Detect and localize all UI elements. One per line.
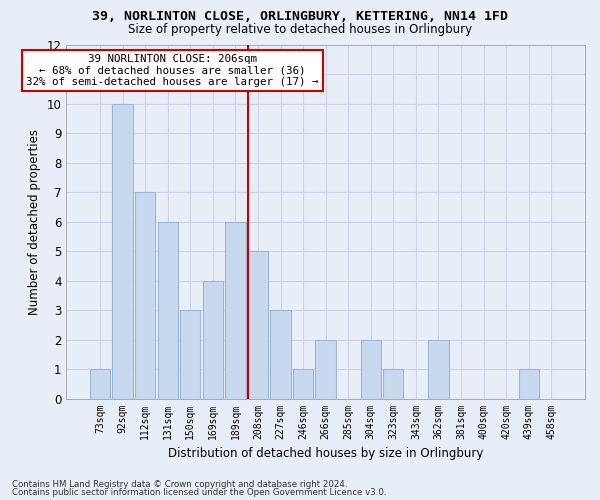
Bar: [248, 251, 268, 398]
X-axis label: Distribution of detached houses by size in Orlingbury: Distribution of detached houses by size …: [168, 447, 484, 460]
Bar: [135, 192, 155, 398]
Bar: [316, 340, 336, 398]
Bar: [361, 340, 381, 398]
Text: Size of property relative to detached houses in Orlingbury: Size of property relative to detached ho…: [128, 22, 472, 36]
Bar: [293, 369, 313, 398]
Bar: [271, 310, 290, 398]
Text: Contains HM Land Registry data © Crown copyright and database right 2024.: Contains HM Land Registry data © Crown c…: [12, 480, 347, 489]
Bar: [180, 310, 200, 398]
Text: Contains public sector information licensed under the Open Government Licence v3: Contains public sector information licen…: [12, 488, 386, 497]
Bar: [90, 369, 110, 398]
Bar: [428, 340, 449, 398]
Bar: [518, 369, 539, 398]
Y-axis label: Number of detached properties: Number of detached properties: [28, 129, 41, 315]
Text: 39 NORLINTON CLOSE: 206sqm
← 68% of detached houses are smaller (36)
32% of semi: 39 NORLINTON CLOSE: 206sqm ← 68% of deta…: [26, 54, 319, 87]
Bar: [112, 104, 133, 399]
Bar: [225, 222, 245, 398]
Bar: [383, 369, 403, 398]
Bar: [203, 280, 223, 398]
Text: 39, NORLINTON CLOSE, ORLINGBURY, KETTERING, NN14 1FD: 39, NORLINTON CLOSE, ORLINGBURY, KETTERI…: [92, 10, 508, 23]
Bar: [158, 222, 178, 398]
